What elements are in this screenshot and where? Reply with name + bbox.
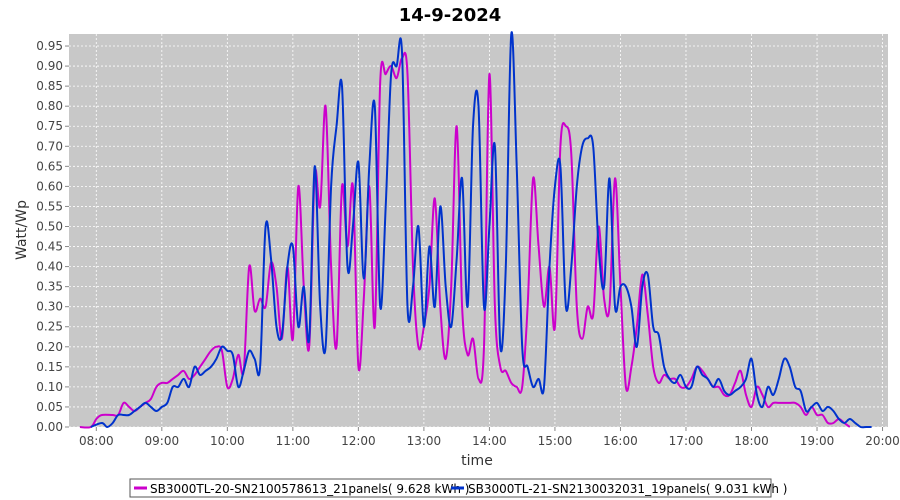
legend-box [129,478,772,498]
y-tick-label: 0.30 [36,300,63,314]
y-tick-label: 0.60 [36,179,63,193]
y-tick-label: 0.05 [36,400,63,414]
x-tick-label: 20:00 [865,434,900,448]
plot-area [69,34,888,427]
y-tick-label: 0.65 [36,159,63,173]
x-tick-label: 08:00 [79,434,114,448]
y-tick-label: 0.20 [36,340,63,354]
x-tick-label: 12:00 [341,434,376,448]
y-tick-label: 0.35 [36,280,63,294]
y-tick-label: 0.45 [36,240,63,254]
y-tick-label: 0.85 [36,79,63,93]
y-tick-label: 0.90 [36,59,63,73]
y-tick-label: 0.55 [36,199,63,213]
y-tick-label: 0.95 [36,39,63,53]
chart-title: 14-9-2024 [399,5,502,26]
y-tick-label: 0.15 [36,360,63,374]
x-tick-label: 11:00 [276,434,311,448]
y-tick-label: 0.70 [36,139,63,153]
y-tick-label: 0.40 [36,260,63,274]
x-axis-label: time [461,453,493,469]
y-tick-label: 0.10 [36,380,63,394]
legend-entry-series-1: SB3000TL-20-SN2100578613_21panels( 9.628… [150,482,469,496]
x-tick-label: 13:00 [407,434,442,448]
x-tick-label: 19:00 [800,434,835,448]
y-tick-label: 0.75 [36,119,63,133]
x-tick-label: 15:00 [538,434,573,448]
x-tick-label: 18:00 [734,434,769,448]
series-layer [79,31,872,429]
legend: SB3000TL-20-SN2100578613_21panels( 9.628… [129,478,787,498]
x-tick-label: 14:00 [472,434,507,448]
x-tick-label: 17:00 [669,434,704,448]
series-line-2 [90,31,872,429]
legend-entry-series-2: SB3000TL-21-SN2130032031_19panels( 9.031… [468,482,787,496]
y-tick-label: 0.50 [36,219,63,233]
x-tick-label: 16:00 [603,434,638,448]
y-tick-label: 0.25 [36,320,63,334]
y-tick-label: 0.00 [36,420,63,434]
y-tick-label: 0.80 [36,99,63,113]
x-tick-label: 10:00 [210,434,245,448]
y-axis-label: Watt/Wp [14,200,30,260]
y-axis: 0.00 0.05 0.10 0.15 0.20 0.25 0.30 0.35 0.40 0.45… [36,39,69,434]
x-axis: 08:00 09:00 10:00 11:00 12:00 13:00 14:00 15:00… [79,427,900,448]
x-tick-label: 09:00 [145,434,180,448]
